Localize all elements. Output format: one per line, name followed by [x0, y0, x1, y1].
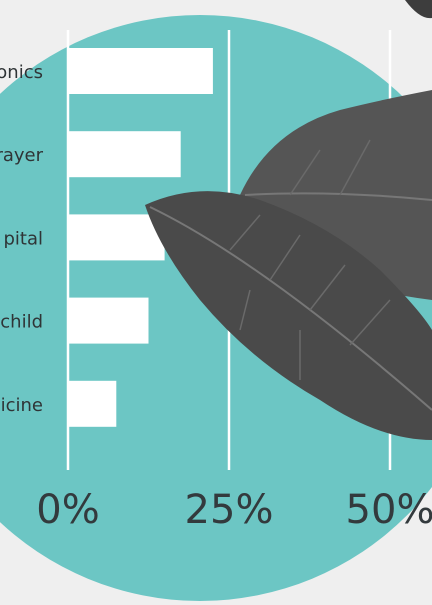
bar: [68, 297, 149, 344]
plot: 0% 25% 50% onics rayer pital child icine: [0, 30, 432, 533]
bar: [68, 48, 213, 94]
bar: [68, 380, 117, 427]
leaf-vein: [244, 192, 432, 201]
y-tick-label: onics: [0, 62, 43, 83]
bar: [68, 131, 181, 178]
leaves: [145, 0, 432, 440]
leaf-vein: [149, 206, 432, 411]
y-tick-label: child: [0, 312, 43, 333]
leaf-vein: [229, 139, 391, 380]
y-tick-label: icine: [1, 395, 43, 416]
y-tick-label: rayer: [0, 145, 44, 166]
y-tick-label: pital: [3, 228, 43, 249]
x-tick-label: 50%: [346, 487, 432, 533]
x-tick-label: 25%: [185, 487, 274, 533]
leaf: [145, 191, 432, 440]
leaf: [405, 0, 432, 19]
bar: [68, 214, 165, 261]
x-tick-label: 0%: [36, 487, 99, 533]
